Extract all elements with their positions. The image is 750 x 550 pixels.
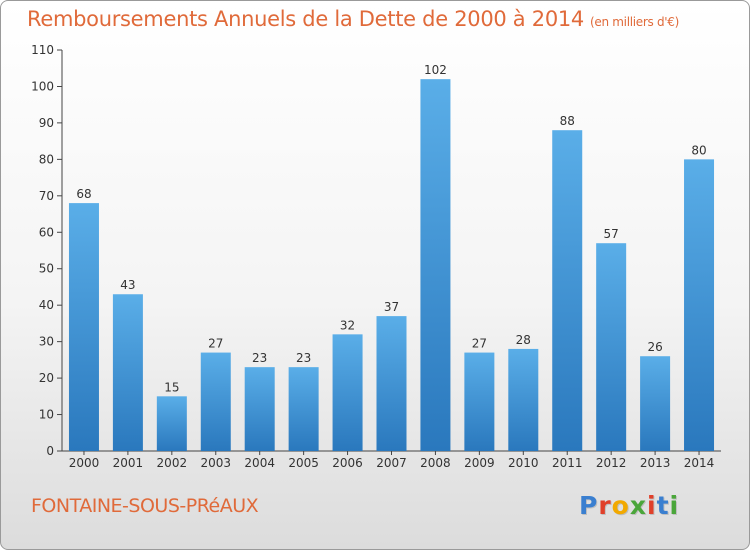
bar	[508, 348, 539, 451]
x-tick-label: 2010	[508, 456, 539, 470]
logo-letter: r	[598, 491, 612, 520]
bar-value-label: 32	[340, 318, 355, 332]
logo-letter: o	[611, 491, 630, 520]
chart-title-text: Remboursements Annuels de la Dette de 20…	[27, 7, 584, 31]
x-tick-label: 2007	[376, 456, 407, 470]
y-tick-label: 30	[39, 335, 54, 349]
logo-letter: P	[579, 491, 599, 520]
chart-unit-label: (en milliers d'€)	[590, 15, 680, 29]
y-tick-label: 70	[39, 189, 54, 203]
x-tick-label: 2001	[113, 456, 144, 470]
bar-value-label: 43	[120, 278, 135, 292]
y-tick-label: 20	[39, 371, 54, 385]
bar	[156, 396, 187, 451]
x-tick-label: 2006	[332, 456, 363, 470]
bar-value-label: 57	[604, 227, 619, 241]
bar	[68, 203, 99, 451]
logo-letter: i	[647, 491, 657, 520]
bar-value-label: 27	[472, 337, 487, 351]
x-tick-label: 2011	[552, 456, 583, 470]
bar	[420, 79, 451, 451]
bar-value-label: 68	[76, 187, 91, 201]
x-tick-label: 2000	[69, 456, 100, 470]
y-tick-label: 40	[39, 298, 54, 312]
y-tick-label: 90	[39, 116, 54, 130]
bar	[684, 159, 715, 451]
bar-value-label: 23	[296, 351, 311, 365]
bar	[332, 334, 363, 451]
y-tick-label: 60	[39, 225, 54, 239]
labels: 2000 68 2001 43 2002 15 2003 27 2004 23 2005 23 2006…	[69, 63, 715, 470]
bar	[112, 294, 143, 451]
x-tick-label: 2002	[157, 456, 188, 470]
y-tick-label: 110	[31, 43, 54, 57]
logo-letter: i	[669, 491, 680, 520]
bar-value-label: 15	[164, 380, 179, 394]
chart-title: Remboursements Annuels de la Dette de 20…	[27, 7, 679, 31]
bar	[244, 367, 275, 451]
bar	[376, 316, 407, 451]
bar	[552, 130, 583, 451]
commune-name: FONTAINE-SOUS-PRéAUX	[31, 495, 259, 517]
proxiti-logo: Proxiti	[579, 491, 679, 520]
bar-value-label: 27	[208, 337, 223, 351]
bar	[464, 352, 495, 451]
x-tick-label: 2014	[684, 456, 715, 470]
bar-value-label: 26	[647, 340, 662, 354]
y-tick-label: 10	[39, 408, 54, 422]
x-tick-label: 2005	[288, 456, 319, 470]
bar-value-label: 23	[252, 351, 267, 365]
x-tick-label: 2003	[200, 456, 231, 470]
bar-value-label: 80	[691, 143, 706, 157]
bar	[596, 243, 627, 451]
bar	[640, 356, 671, 451]
y-tick-label: 80	[39, 152, 54, 166]
y-tick-label: 0	[46, 444, 54, 458]
y-tick-label: 50	[39, 262, 54, 276]
bar-value-label: 28	[516, 333, 531, 347]
x-tick-label: 2013	[640, 456, 671, 470]
bar	[288, 367, 319, 451]
y-tick-label: 100	[31, 79, 54, 93]
x-tick-label: 2004	[244, 456, 275, 470]
logo-letter: x	[629, 491, 647, 520]
bar-value-label: 37	[384, 300, 399, 314]
x-tick-label: 2008	[420, 456, 451, 470]
bars	[68, 79, 715, 451]
x-tick-label: 2012	[596, 456, 627, 470]
bar	[200, 352, 231, 451]
logo-letter: t	[656, 491, 670, 520]
x-tick-label: 2009	[464, 456, 495, 470]
bar-value-label: 88	[560, 114, 575, 128]
bar-value-label: 102	[424, 63, 447, 77]
